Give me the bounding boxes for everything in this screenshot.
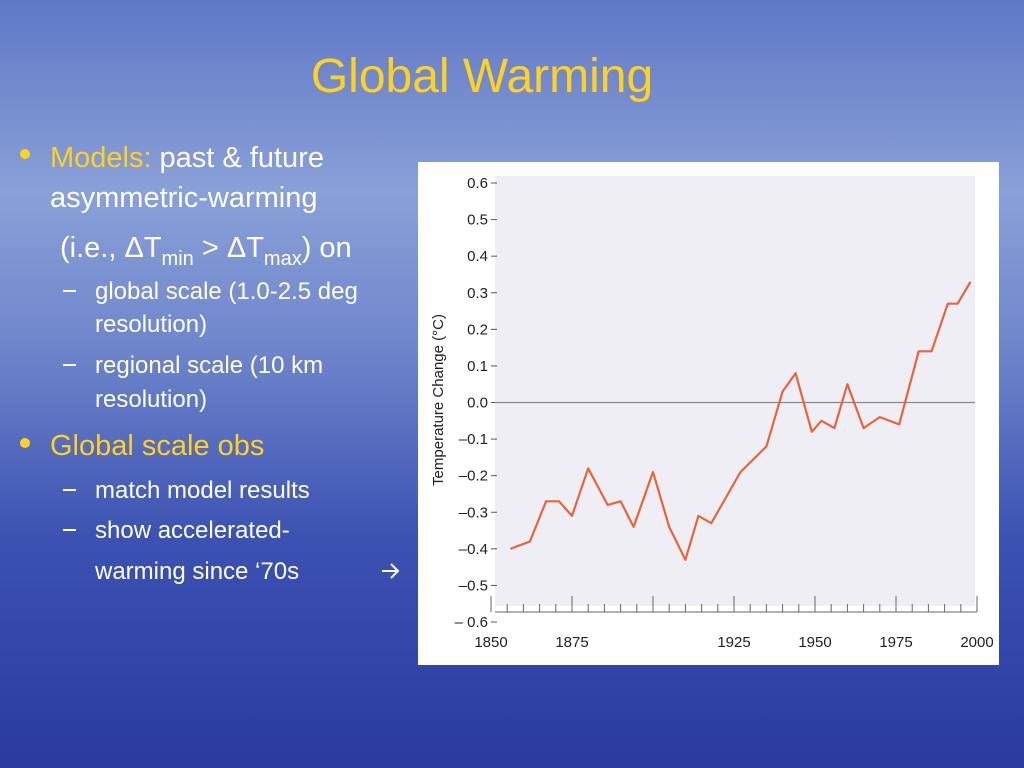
y-tick-label: 0.5 xyxy=(467,212,488,229)
x-tick-label: 1925 xyxy=(717,634,750,651)
sub-text: regional scale (10 km xyxy=(95,352,323,379)
y-tick-label: –0.5 xyxy=(459,577,488,594)
y-tick-label: –0.1 xyxy=(459,431,488,448)
y-axis-label: Temperature Change (°C) xyxy=(430,314,447,486)
y-tick-label: –0.4 xyxy=(459,541,488,558)
y-tick-label: 0.0 xyxy=(467,395,488,412)
sub-text: resolution) xyxy=(95,311,207,338)
plot-area xyxy=(495,176,975,606)
bullet-line: asymmetric-warming xyxy=(50,182,317,214)
bullet-detail: (i.e., ΔTmin > ΔTmax) on xyxy=(60,232,352,270)
detail-part: ) on xyxy=(302,232,352,264)
bullet-marker xyxy=(20,438,30,448)
detail-part: (i.e., ΔT xyxy=(60,232,162,264)
arrow-icon xyxy=(382,563,400,579)
bullet-label: Models: xyxy=(50,142,152,174)
subscript: max xyxy=(264,248,302,270)
bullet-label: Global scale obs xyxy=(50,430,264,462)
x-tick-label: 1975 xyxy=(879,634,912,651)
y-tick-label: 0.6 xyxy=(467,175,488,192)
sub-text: global scale (1.0-2.5 deg xyxy=(95,278,358,305)
x-tick-label: 1950 xyxy=(798,634,831,651)
y-tick-label: 0.2 xyxy=(467,321,488,338)
x-tick-label: 1850 xyxy=(474,634,507,651)
sub-text: show accelerated- xyxy=(95,517,290,544)
series-line xyxy=(510,281,972,561)
y-tick-label: – 0.6 xyxy=(455,614,488,631)
bullet-marker xyxy=(20,149,30,159)
subscript: min xyxy=(162,248,194,270)
bullet-text: Models: past & future xyxy=(50,142,324,174)
y-tick-label: –0.2 xyxy=(459,468,488,485)
y-tick-label: –0.3 xyxy=(459,504,488,521)
bullet-line: past & future xyxy=(160,142,324,174)
y-tick-label: 0.3 xyxy=(467,285,488,302)
x-tick-label: 1875 xyxy=(555,634,588,651)
sub-text: match model results xyxy=(95,477,310,504)
y-tick-label: 0.4 xyxy=(467,248,488,265)
sub-text: resolution) xyxy=(95,386,207,413)
detail-part: > ΔT xyxy=(194,232,264,264)
x-tick-label: 2000 xyxy=(960,634,993,651)
slide-title: Global Warming xyxy=(311,50,653,103)
sub-text: warming since ‘70s xyxy=(94,558,299,585)
y-tick-label: 0.1 xyxy=(467,358,488,375)
